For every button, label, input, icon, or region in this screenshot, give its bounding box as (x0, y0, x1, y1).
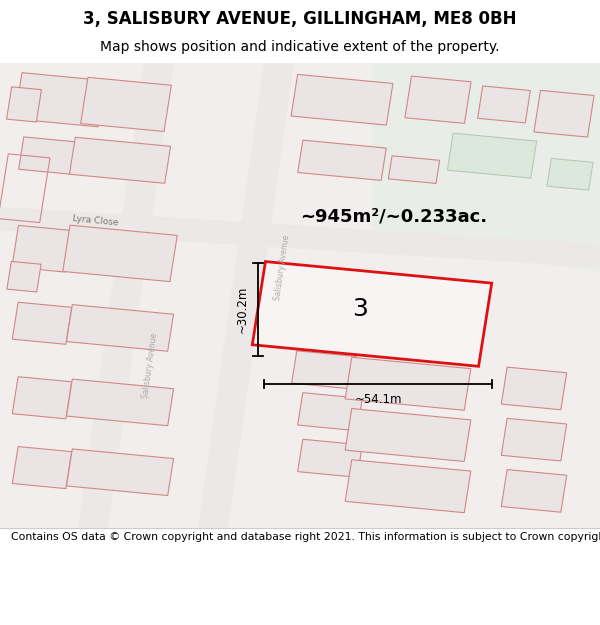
Polygon shape (80, 78, 172, 131)
Polygon shape (14, 72, 106, 127)
Polygon shape (67, 304, 173, 351)
Polygon shape (63, 225, 177, 282)
Polygon shape (501, 418, 567, 461)
Text: Lyra Close: Lyra Close (72, 214, 119, 228)
Text: Map shows position and indicative extent of the property.: Map shows position and indicative extent… (100, 40, 500, 54)
Polygon shape (0, 207, 600, 268)
Polygon shape (501, 367, 567, 410)
Polygon shape (448, 133, 536, 178)
Polygon shape (298, 439, 362, 478)
Text: 3: 3 (352, 298, 368, 321)
Text: Contains OS data © Crown copyright and database right 2021. This information is : Contains OS data © Crown copyright and d… (11, 532, 600, 542)
Polygon shape (345, 409, 471, 461)
Polygon shape (19, 137, 77, 174)
Polygon shape (12, 377, 72, 419)
Polygon shape (12, 226, 72, 272)
Polygon shape (534, 91, 594, 137)
Text: Salisbury Avenue: Salisbury Avenue (141, 332, 159, 399)
Polygon shape (12, 302, 72, 344)
Polygon shape (345, 460, 471, 512)
Polygon shape (7, 87, 41, 122)
Polygon shape (298, 140, 386, 181)
Polygon shape (78, 62, 174, 528)
Polygon shape (405, 76, 471, 123)
Polygon shape (70, 138, 170, 183)
Text: 3, SALISBURY AVENUE, GILLINGHAM, ME8 0BH: 3, SALISBURY AVENUE, GILLINGHAM, ME8 0BH (83, 10, 517, 27)
Polygon shape (388, 156, 440, 183)
Text: ~945m²/~0.233ac.: ~945m²/~0.233ac. (300, 207, 487, 225)
Polygon shape (345, 357, 471, 410)
Polygon shape (7, 261, 41, 292)
Text: ~30.2m: ~30.2m (236, 286, 249, 333)
Polygon shape (478, 86, 530, 123)
Polygon shape (298, 392, 362, 431)
Polygon shape (547, 158, 593, 190)
Polygon shape (198, 62, 294, 528)
Polygon shape (372, 62, 600, 272)
Polygon shape (67, 379, 173, 426)
Polygon shape (67, 449, 173, 496)
Polygon shape (252, 261, 492, 366)
Polygon shape (12, 446, 72, 489)
Text: ~54.1m: ~54.1m (354, 393, 402, 406)
Polygon shape (501, 469, 567, 512)
Text: Salisbury Avenue: Salisbury Avenue (273, 234, 291, 301)
Polygon shape (292, 351, 356, 389)
Polygon shape (291, 74, 393, 125)
